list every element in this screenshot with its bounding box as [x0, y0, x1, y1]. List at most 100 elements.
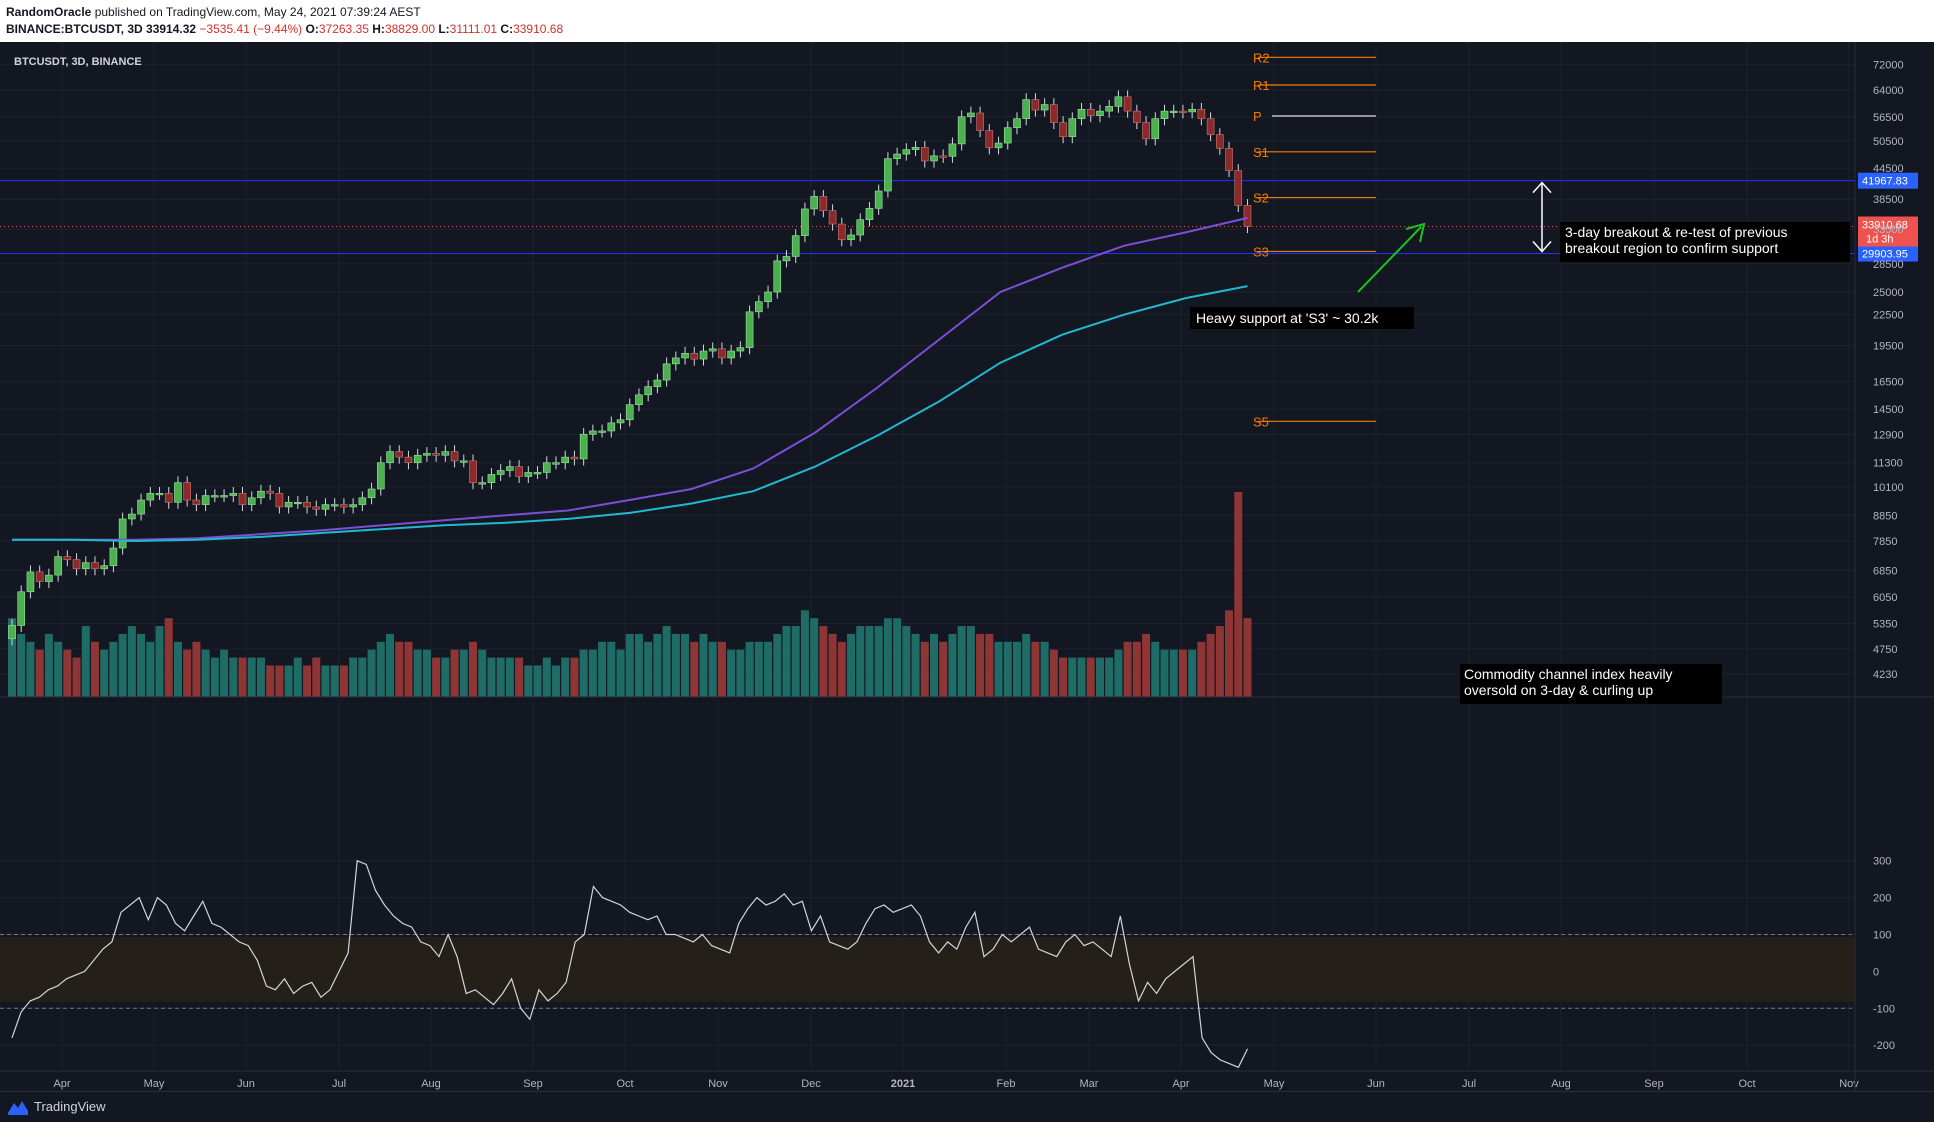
candle-body [672, 357, 680, 365]
candle [1068, 112, 1077, 144]
candle [1059, 116, 1067, 144]
volume-bar [865, 626, 874, 697]
candle-body [718, 348, 726, 359]
cci-line [11, 859, 1249, 1069]
candle [146, 486, 155, 507]
candle-body [164, 493, 173, 503]
candle [736, 341, 745, 358]
high-label: H: [372, 22, 385, 36]
candle [386, 445, 394, 470]
candle-body [423, 453, 431, 456]
candle [561, 450, 570, 470]
candle-body [828, 210, 837, 225]
candle-body [340, 504, 348, 508]
candle [1216, 128, 1224, 155]
low-value: 31111.01 [449, 22, 498, 36]
y-tick-label: 38500 [1873, 194, 1904, 206]
candle-body [1013, 118, 1021, 128]
candle-body [911, 147, 920, 150]
volume-bar [699, 633, 708, 697]
volume-bar [496, 657, 505, 697]
volume-bar [220, 649, 229, 697]
candle-body [478, 482, 487, 485]
volume-bar [432, 657, 441, 697]
volume-bar [146, 641, 155, 697]
candle [1169, 104, 1178, 118]
candle-body [229, 493, 238, 496]
candle-body [450, 451, 459, 462]
candle-body [1216, 134, 1224, 149]
candle-body [524, 472, 533, 477]
volume-bar [1142, 633, 1151, 697]
candle [607, 416, 616, 438]
candle-body [303, 502, 311, 508]
price-change: −3535.41 (−9.44%) [199, 22, 303, 36]
brand-name[interactable]: TradingView [34, 1099, 106, 1114]
candle [920, 141, 929, 168]
candle [321, 498, 330, 516]
pivot-label: S1 [1253, 145, 1269, 160]
candle-body [1077, 108, 1086, 119]
volume-bar [63, 649, 72, 697]
candle [349, 498, 357, 514]
candle-body [376, 462, 385, 490]
candle-body [1160, 110, 1169, 119]
candle [616, 413, 625, 430]
candle [303, 495, 311, 514]
price-chart[interactable]: R2R1PS1S2S3S4S5 41967.8329903.9533910.68… [0, 42, 1934, 1091]
candle-body [321, 504, 330, 510]
candle-body [662, 363, 671, 381]
candle-body [155, 493, 164, 496]
candle [174, 476, 182, 509]
low-label: L: [438, 22, 450, 36]
candle [819, 190, 828, 218]
candle-body [745, 311, 754, 348]
cci-tick-label: -100 [1873, 1003, 1895, 1015]
volume-bar [1077, 657, 1086, 697]
x-tick-label: Mar [1080, 1078, 1099, 1090]
candle [745, 305, 754, 355]
candle [1022, 93, 1031, 126]
candle-body [100, 565, 108, 570]
chart-title: BTCUSDT, 3D, BINANCE [14, 56, 142, 68]
candle-body [598, 430, 606, 433]
candle [413, 448, 422, 470]
candle-body [902, 149, 911, 155]
candle [109, 541, 118, 573]
trend-arrow [1357, 226, 1422, 293]
volume-bar [1197, 641, 1206, 697]
volume-bar [505, 657, 514, 697]
candle-body [755, 301, 763, 313]
candle [192, 493, 201, 512]
candle-body [1003, 127, 1012, 144]
close-label: C: [500, 22, 514, 36]
volume-bar [625, 633, 634, 697]
candle [17, 585, 26, 633]
moving-average-line [12, 285, 1248, 543]
volume-bar [44, 633, 53, 697]
candle [1086, 102, 1095, 123]
candle [54, 550, 62, 582]
candle-body [847, 234, 855, 240]
candle [183, 476, 191, 507]
volume-bar [598, 641, 607, 697]
candle [284, 495, 293, 514]
volume-bar [1049, 649, 1058, 697]
candle-body [367, 488, 376, 499]
candle [1133, 104, 1141, 130]
y-tick-label: 12900 [1873, 429, 1904, 441]
candle [533, 466, 542, 480]
candle [487, 468, 496, 490]
candle-body [1022, 99, 1031, 119]
candle [376, 456, 385, 496]
publish-line: RandomOracle published on TradingView.co… [6, 5, 421, 19]
candle-body [810, 196, 818, 210]
y-tick-label: 44500 [1873, 163, 1904, 175]
published-info: published on TradingView.com, May 24, 20… [94, 5, 421, 19]
candle-body [1068, 118, 1077, 137]
candle [294, 495, 302, 509]
candle [865, 201, 874, 227]
candle-body [957, 116, 966, 145]
author-name[interactable]: RandomOracle [6, 5, 92, 19]
candle-body [1179, 110, 1187, 113]
